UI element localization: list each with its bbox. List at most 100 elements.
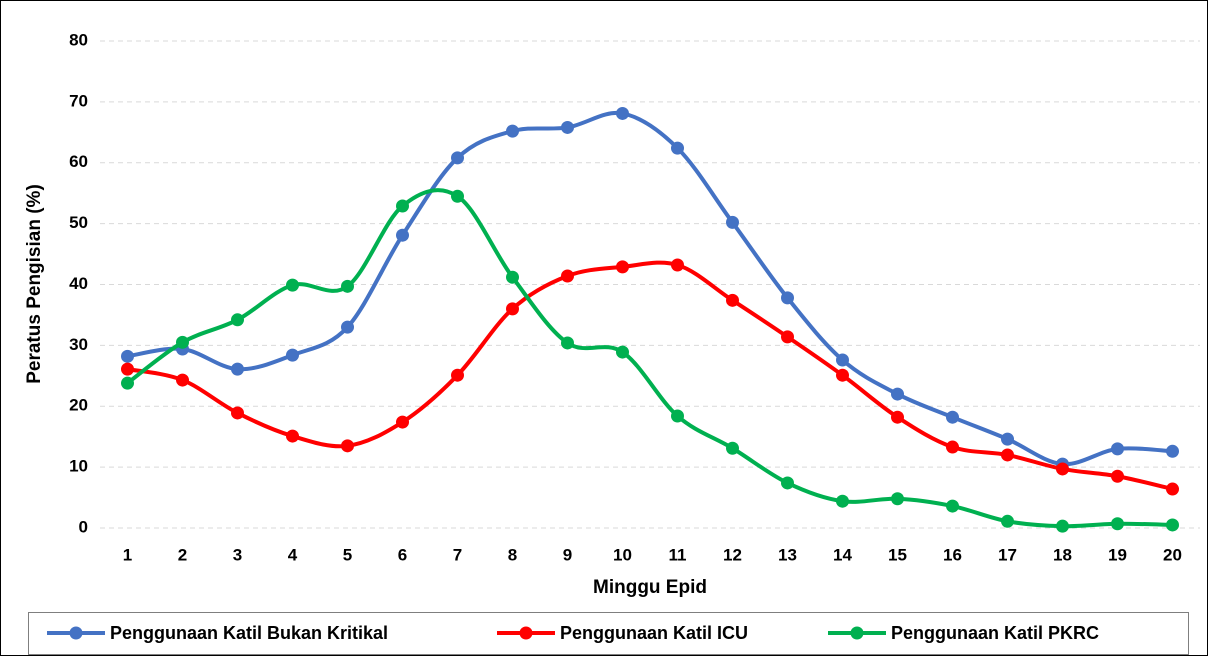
data-point	[946, 499, 959, 513]
legend-label: Penggunaan Katil ICU	[560, 623, 748, 643]
data-point	[286, 348, 299, 362]
y-tick-label: 80	[69, 30, 88, 49]
x-tick-label: 18	[1053, 545, 1072, 564]
data-point	[726, 441, 739, 455]
data-point	[176, 373, 189, 387]
data-point	[1001, 514, 1014, 528]
data-point	[671, 141, 684, 155]
x-tick-label: 7	[453, 545, 462, 564]
data-point	[506, 270, 519, 284]
x-tick-label: 13	[778, 545, 797, 564]
data-point	[231, 313, 244, 327]
data-point	[946, 410, 959, 424]
data-point	[396, 415, 409, 429]
data-point	[341, 439, 354, 453]
data-point	[561, 269, 574, 283]
data-point	[671, 409, 684, 423]
data-point	[506, 302, 519, 316]
data-point	[781, 330, 794, 344]
data-point	[341, 320, 354, 334]
legend-marker	[69, 626, 83, 640]
data-point	[396, 228, 409, 242]
y-tick-label: 30	[69, 335, 88, 354]
data-point	[1111, 442, 1124, 456]
legend-label: Penggunaan Katil Bukan Kritikal	[110, 623, 388, 643]
data-point	[891, 492, 904, 506]
data-point	[1056, 462, 1069, 476]
data-point	[396, 199, 409, 213]
data-point	[726, 215, 739, 229]
data-point	[451, 368, 464, 382]
data-point	[1166, 518, 1179, 532]
y-tick-label: 40	[69, 274, 88, 293]
x-tick-label: 16	[943, 545, 962, 564]
y-tick-label: 0	[79, 517, 88, 536]
data-point	[561, 120, 574, 134]
x-tick-label: 2	[178, 545, 187, 564]
data-point	[451, 189, 464, 203]
data-point	[176, 335, 189, 349]
data-point	[451, 151, 464, 165]
data-point	[1001, 448, 1014, 462]
data-point	[506, 124, 519, 138]
data-point	[616, 260, 629, 274]
y-tick-label: 10	[69, 457, 88, 476]
series-line	[127, 260, 1173, 491]
data-point	[1166, 482, 1179, 496]
x-tick-label: 5	[343, 545, 352, 564]
data-point	[836, 353, 849, 367]
data-point	[121, 376, 134, 390]
x-tick-label: 19	[1108, 545, 1127, 564]
data-point	[836, 368, 849, 382]
y-tick-label: 20	[69, 396, 88, 415]
data-point	[671, 258, 684, 272]
data-point	[1166, 444, 1179, 458]
data-point	[341, 279, 354, 293]
legend-marker	[519, 626, 533, 640]
data-point	[286, 278, 299, 292]
x-tick-label: 11	[669, 545, 687, 564]
x-axis-title: Minggu Epid	[593, 577, 707, 598]
data-point	[1056, 519, 1069, 533]
data-point	[286, 429, 299, 443]
data-point	[946, 440, 959, 454]
data-point	[561, 336, 574, 350]
series-line	[127, 110, 1173, 467]
x-tick-label: 3	[233, 545, 242, 564]
x-tick-label: 10	[613, 545, 632, 564]
data-point	[1111, 517, 1124, 531]
x-tick-label: 14	[833, 545, 852, 564]
data-point	[891, 387, 904, 401]
x-tick-label: 15	[888, 545, 907, 564]
data-point	[1001, 432, 1014, 446]
data-point	[726, 293, 739, 307]
x-tick-label: 9	[563, 545, 572, 564]
y-axis-title: Peratus Pengisian (%)	[24, 184, 45, 384]
data-point	[781, 291, 794, 305]
y-tick-label: 70	[69, 91, 88, 110]
data-point	[231, 406, 244, 420]
data-point	[121, 362, 134, 376]
data-point	[1111, 469, 1124, 483]
x-tick-label: 8	[508, 545, 517, 564]
data-point	[616, 345, 629, 359]
x-tick-label: 6	[398, 545, 407, 564]
y-tick-label: 60	[69, 152, 88, 171]
data-point	[121, 349, 134, 363]
x-tick-label: 20	[1163, 545, 1182, 564]
x-tick-label: 1	[123, 545, 132, 564]
x-tick-label: 17	[998, 545, 1017, 564]
legend-label: Penggunaan Katil PKRC	[891, 623, 1099, 643]
y-tick-label: 50	[69, 213, 88, 232]
data-point	[891, 410, 904, 424]
data-point	[231, 362, 244, 376]
x-tick-label: 4	[288, 545, 298, 564]
data-point	[616, 106, 629, 120]
data-point	[781, 476, 794, 490]
x-tick-label: 12	[723, 545, 742, 564]
legend-marker	[850, 626, 864, 640]
legend-box	[28, 612, 1189, 655]
data-point	[836, 494, 849, 508]
